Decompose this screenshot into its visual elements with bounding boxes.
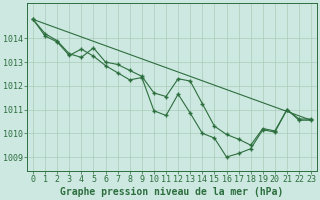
X-axis label: Graphe pression niveau de la mer (hPa): Graphe pression niveau de la mer (hPa) — [60, 187, 284, 197]
